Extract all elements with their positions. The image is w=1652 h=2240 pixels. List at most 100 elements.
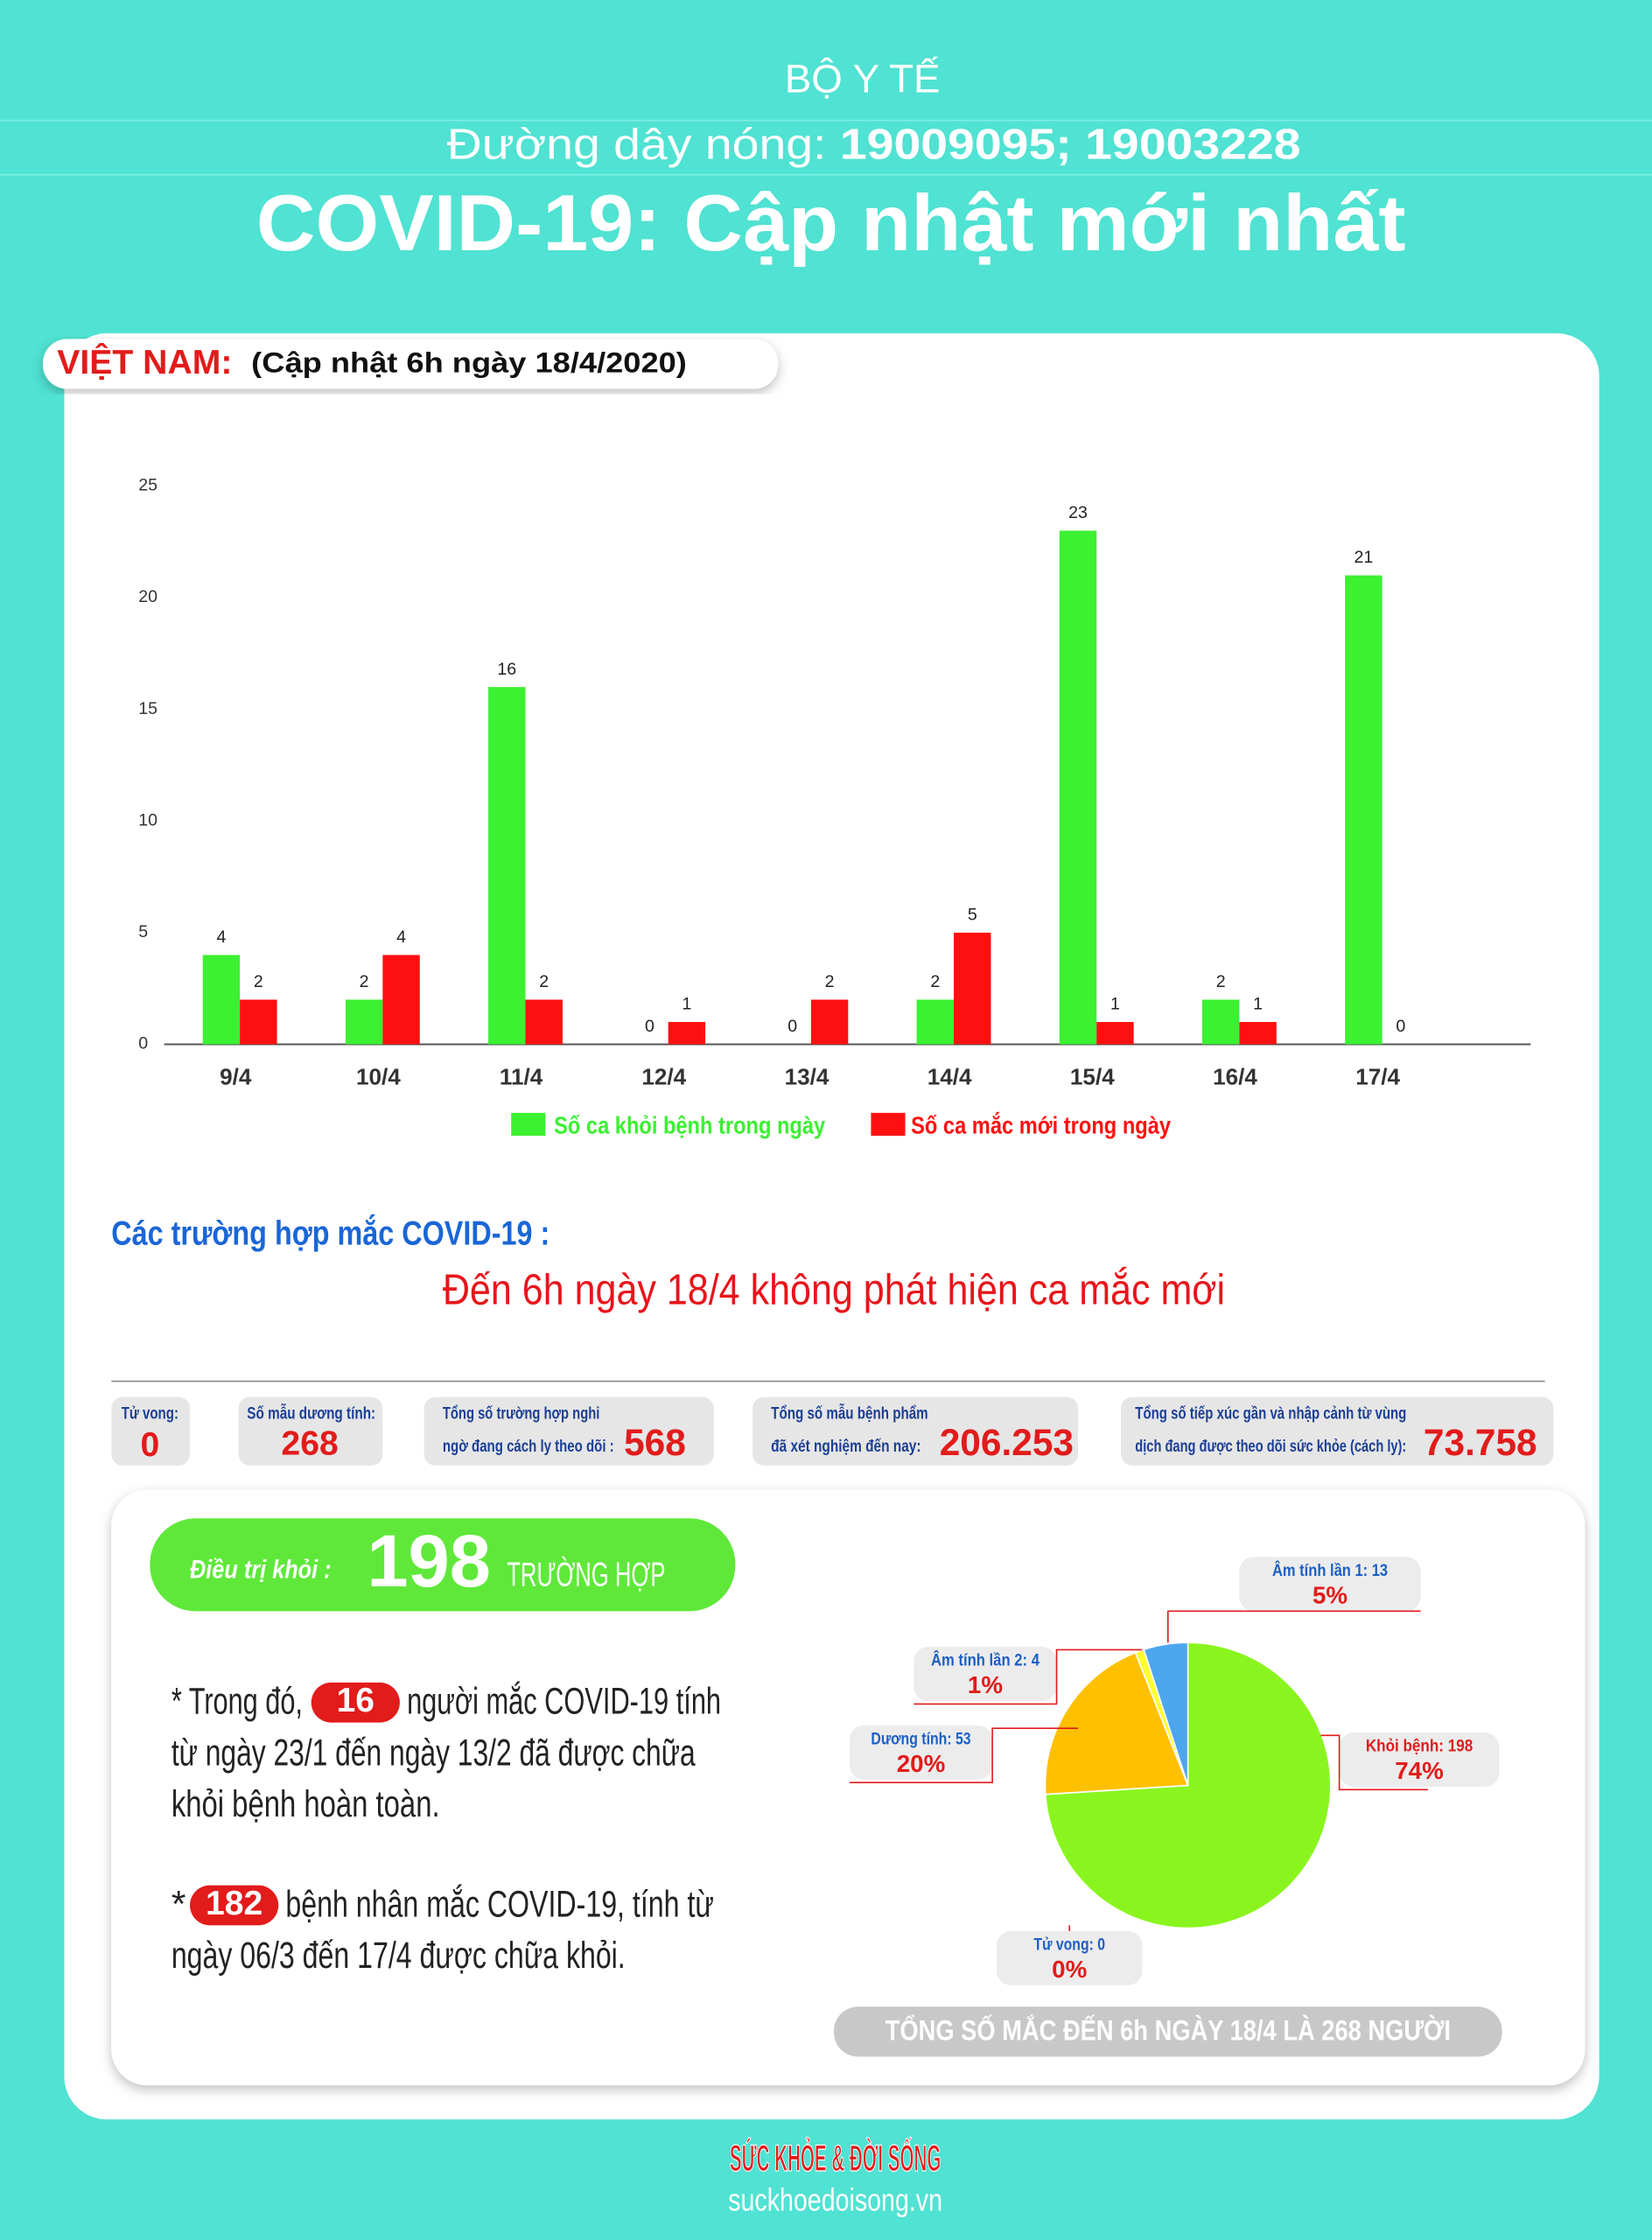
note-badge: [311, 1682, 400, 1723]
bar-value-label: 0: [1396, 1017, 1405, 1036]
hotline: Đường dây nóng: 19009095; 19003228: [447, 122, 1301, 169]
bar: [525, 999, 563, 1045]
stat-box: [1120, 1396, 1554, 1466]
bar-value-label: 0: [645, 1017, 654, 1036]
y-tick-label: 0: [138, 1034, 148, 1054]
bar-value-label: 1: [682, 995, 691, 1014]
footer-logo: SỨC KHỎE & ĐỜI SỐNG: [730, 2137, 942, 2179]
bar-value-label: 21: [1354, 548, 1373, 567]
stat-label: Tử vong:: [122, 1404, 178, 1423]
pie-value-label: 1%: [968, 1671, 1003, 1698]
recovered-label: Điều trị khỏi :: [190, 1555, 332, 1584]
ministry: BỘ Y TẾ: [785, 56, 941, 102]
hotline-numbers: 19009095; 19003228: [840, 122, 1301, 169]
bar: [240, 999, 277, 1045]
bar-value-label: 0: [788, 1017, 797, 1036]
legend-swatch: [511, 1112, 546, 1136]
stat-value: 268: [281, 1424, 338, 1462]
bar-value-label: 2: [825, 972, 835, 991]
bar-value-label: 4: [216, 928, 226, 947]
pie-value-label: 74%: [1395, 1757, 1444, 1784]
bar: [202, 955, 241, 1045]
pie-category-label: Tử vong: 0: [1033, 1935, 1105, 1954]
stat-label: Số mẫu dương tính:: [247, 1402, 375, 1423]
note-line: người mắc COVID-19 tính: [407, 1681, 721, 1722]
bar-value-label: 2: [360, 972, 369, 991]
legend-label: Số ca khỏi bệnh trong ngày: [554, 1111, 826, 1138]
note-count: 182: [206, 1885, 262, 1922]
stat-label: Tổng số mẫu bệnh phẩm: [771, 1402, 928, 1423]
total-text: TỔNG SỐ MẮC ĐẾN 6h NGÀY 18/4 LÀ 268 NGƯỜ…: [886, 2012, 1451, 2046]
stat-value: 568: [624, 1422, 686, 1463]
y-tick-label: 15: [138, 699, 158, 718]
x-tick-label: 10/4: [356, 1064, 401, 1090]
bar: [1345, 575, 1382, 1045]
bar-value-label: 23: [1068, 503, 1088, 522]
bar-value-label: 2: [930, 972, 940, 991]
footer-site: suckhoedoisong.vn: [728, 2182, 942, 2217]
pie-leader: [849, 1727, 1079, 1783]
bar-value-label: 4: [396, 928, 406, 947]
note-line: từ ngày 23/1 đến ngày 13/2 đã được chữa: [172, 1732, 696, 1773]
note-line: bệnh nhân mắc COVID-19, tính từ: [285, 1883, 714, 1924]
bar: [382, 955, 420, 1045]
pie-value-label: 20%: [897, 1750, 946, 1777]
x-tick-label: 11/4: [500, 1064, 543, 1090]
bar: [1059, 530, 1097, 1045]
pie-value-label: 0%: [1052, 1956, 1087, 1983]
note-line: khỏi bệnh hoàn toàn.: [172, 1783, 440, 1824]
bar-value-label: 2: [254, 972, 263, 991]
stat-label: đã xét nghiệm đến nay:: [771, 1437, 920, 1456]
pie-slice: [1143, 1642, 1189, 1786]
stat-label: Tổng số trường hợp nghi: [443, 1404, 599, 1423]
pie-label-box: [1239, 1557, 1421, 1612]
bar-value-label: 16: [497, 660, 516, 679]
x-tick-label: 16/4: [1213, 1064, 1257, 1090]
bar: [1201, 999, 1240, 1045]
pie-label-box: [914, 1647, 1057, 1702]
country: VIỆT NAM:: [57, 343, 232, 382]
bar: [1096, 1021, 1134, 1045]
bar-value-label: 5: [968, 905, 977, 924]
cases-message: Đến 6h ngày 18/4 không phát hiện ca mắc …: [443, 1266, 1225, 1313]
bar-value-label: 1: [1253, 995, 1263, 1014]
pie-category-label: Khỏi bệnh: 198: [1366, 1737, 1473, 1756]
note-badge: [190, 1885, 279, 1926]
x-tick-label: 12/4: [641, 1064, 686, 1090]
pie-label-box: [849, 1725, 993, 1780]
recovered-pill: [150, 1518, 736, 1612]
stat-label: Tổng số tiếp xúc gần và nhập cảnh từ vùn…: [1135, 1404, 1406, 1423]
y-tick-label: 10: [138, 810, 158, 830]
legend-label: Số ca mắc mới trong ngày: [911, 1111, 1171, 1138]
cases-heading: Các trường hợp mắc COVID-19 :: [111, 1214, 550, 1253]
pie-value-label: 5%: [1312, 1581, 1348, 1608]
x-tick-label: 13/4: [785, 1064, 830, 1090]
update-tab: [42, 339, 779, 389]
bar: [1239, 1021, 1277, 1045]
y-tick-label: 5: [138, 922, 148, 942]
bar: [810, 999, 849, 1045]
note-count: 16: [337, 1682, 375, 1719]
note-line: ngày 06/3 đến 17/4 được chữa khỏi.: [172, 1935, 626, 1976]
pie-leader: [1320, 1734, 1428, 1791]
stat-label: ngờ đang cách ly theo dõi :: [443, 1437, 614, 1456]
recovered-unit: TRƯỜNG HỢP: [507, 1557, 665, 1594]
pie-category-label: Âm tính lần 2: 4: [931, 1649, 1040, 1670]
bar-value-label: 2: [1216, 972, 1226, 991]
stat-value: 73.758: [1424, 1422, 1537, 1463]
recovery-panel: [111, 1489, 1586, 2086]
pie-category-label: Âm tính lần 1: 13: [1272, 1559, 1388, 1580]
note-prefix: * Trong đó,: [172, 1681, 303, 1722]
bar: [916, 999, 955, 1045]
x-tick-label: 15/4: [1070, 1064, 1115, 1090]
stat-box: [238, 1396, 383, 1466]
pie-label-box: [997, 1930, 1143, 1985]
x-tick-label: 9/4: [220, 1064, 252, 1090]
pie-leader: [1167, 1610, 1421, 1643]
bar-value-label: 1: [1110, 995, 1120, 1014]
hotline-label: Đường dây nóng:: [447, 122, 827, 169]
stat-box: [424, 1396, 714, 1466]
pie-category-label: Dương tính: 53: [871, 1729, 970, 1748]
bar-value-label: 2: [539, 972, 549, 991]
